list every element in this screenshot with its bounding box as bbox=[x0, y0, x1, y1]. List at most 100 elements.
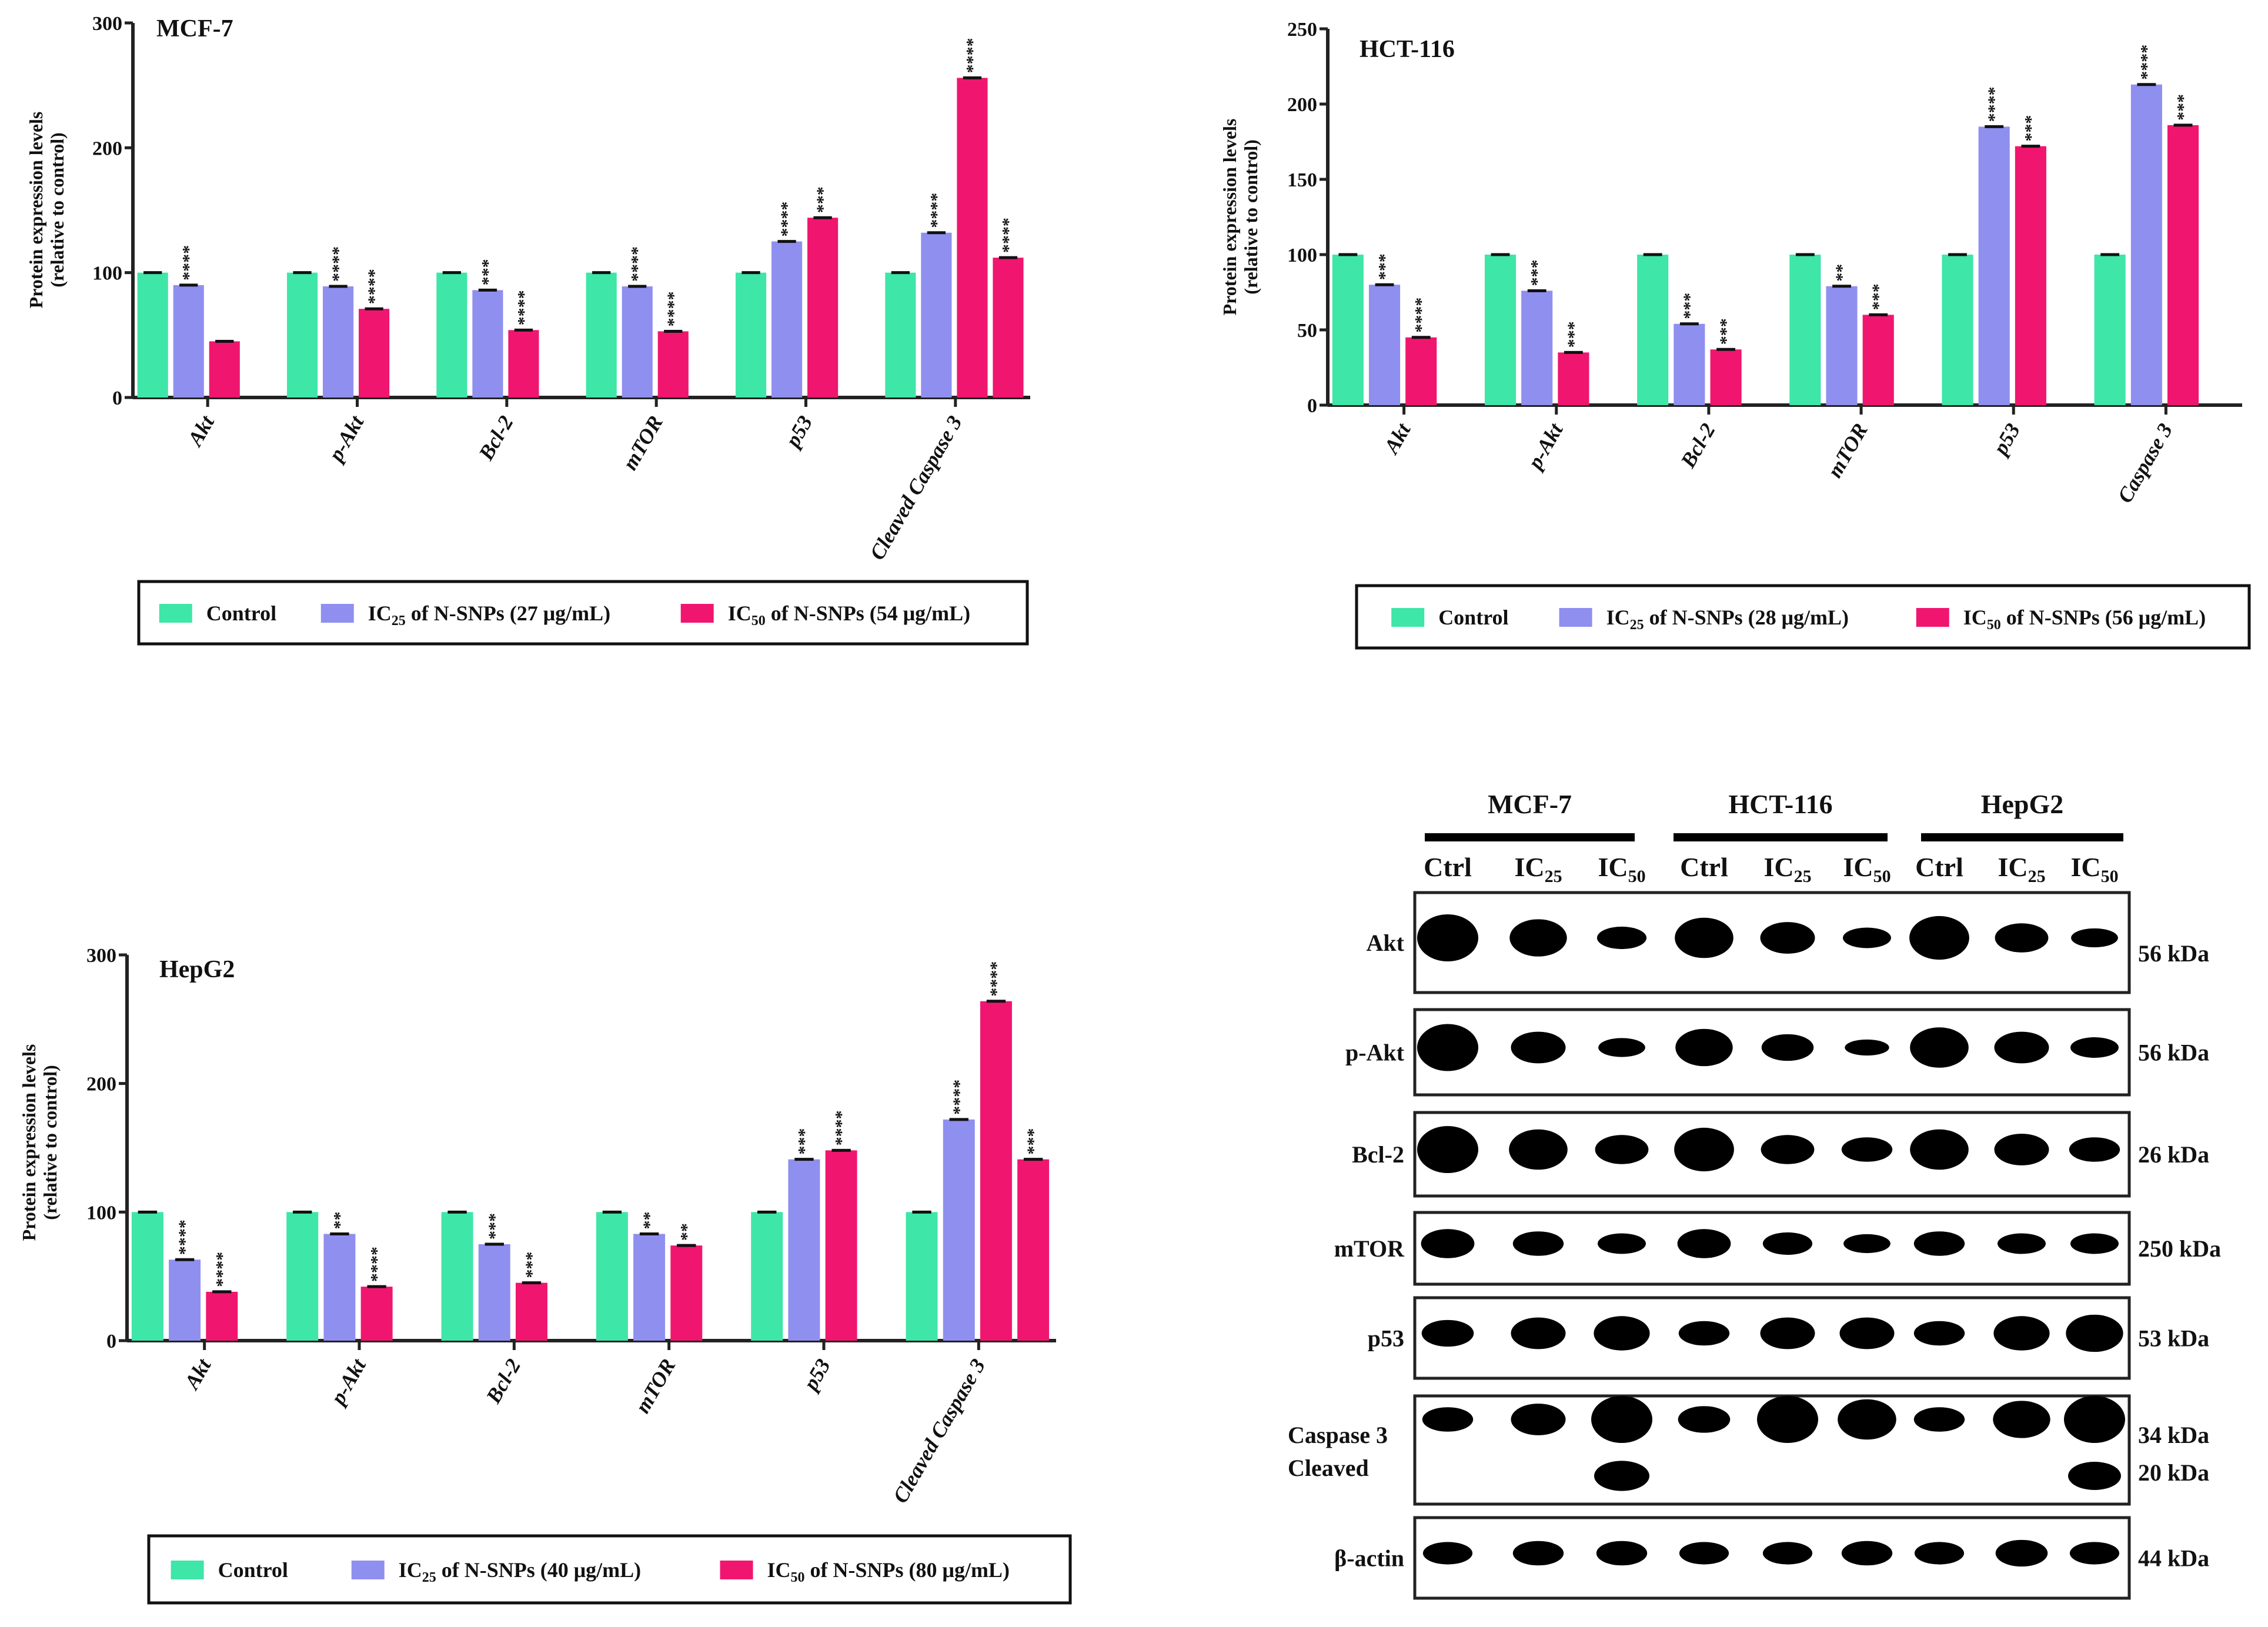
legend-label: Control bbox=[206, 602, 276, 625]
protein-band bbox=[1761, 1135, 1815, 1164]
legend-label-text: of N-SNPs (80 μg/mL) bbox=[805, 1558, 1010, 1582]
protein-band bbox=[1512, 1541, 1564, 1566]
bar-ic25 bbox=[173, 285, 204, 397]
blot-row-label: Akt bbox=[1367, 930, 1405, 956]
lane-label-subscript: 25 bbox=[2028, 867, 2046, 886]
significance-stars: **** bbox=[212, 1252, 232, 1287]
legend-label: IC25 of N-SNPs (40 μg/mL) bbox=[399, 1558, 641, 1585]
legend-label-text: Control bbox=[218, 1558, 288, 1582]
legend-label-subscript: 50 bbox=[791, 1570, 805, 1585]
bar-chart-hepg2: 0 100 200 300 HepG2 Protein expression levels… bbox=[18, 945, 1072, 1605]
protein-band bbox=[1914, 1542, 1965, 1565]
protein-band bbox=[1421, 1319, 1474, 1347]
legend-box bbox=[137, 580, 1029, 646]
blot-row-label: p-Akt bbox=[1345, 1040, 1405, 1066]
blot-panel: p-Akt 56 kDa bbox=[1345, 1008, 2209, 1097]
protein-band bbox=[1598, 1038, 1645, 1057]
legend: Control IC25 of N-SNPs (28 μg/mL) IC50 of … bbox=[1355, 584, 2251, 650]
bar-control bbox=[735, 272, 767, 397]
legend-label-text: IC bbox=[1963, 606, 1987, 629]
legend-swatch-ic25 bbox=[351, 1561, 385, 1579]
chart-title: MCF-7 bbox=[156, 15, 233, 42]
bar-control bbox=[436, 272, 467, 397]
bar-control bbox=[1484, 255, 1517, 405]
y-tick-label: 250 bbox=[1287, 19, 1317, 41]
bar-ic50 bbox=[209, 341, 240, 397]
y-tick-label: 200 bbox=[92, 138, 122, 159]
bar-ic50 bbox=[2015, 146, 2046, 405]
lane-label-subscript: 50 bbox=[2101, 867, 2119, 886]
protein-band bbox=[1512, 1231, 1564, 1256]
significance-stars: **** bbox=[514, 290, 533, 325]
legend-label-text: IC bbox=[767, 1558, 791, 1582]
legend: Control IC25 of N-SNPs (40 μg/mL) IC50 of … bbox=[147, 1534, 1072, 1605]
protein-band bbox=[1913, 1321, 1965, 1346]
x-tick-label: mTOR bbox=[618, 412, 667, 474]
significance-stars: **** bbox=[987, 961, 1006, 997]
blot-row-label-line: p-Akt bbox=[1345, 1040, 1405, 1066]
protein-band bbox=[1995, 1539, 2048, 1567]
bar-control bbox=[2094, 255, 2126, 405]
bar-control bbox=[596, 1212, 628, 1341]
protein-band bbox=[2070, 1037, 2119, 1058]
protein-band bbox=[1422, 1542, 1473, 1565]
legend-swatch-ic50 bbox=[680, 604, 714, 623]
protein-band bbox=[1422, 1407, 1474, 1432]
blot-row-label: p53 bbox=[1368, 1325, 1404, 1352]
x-tick-label: Bcl-2 bbox=[474, 412, 518, 465]
lane-label-text: Ctrl bbox=[1680, 852, 1728, 882]
legend-label-text: of N-SNPs (27 μg/mL) bbox=[406, 602, 610, 625]
significance-stars: *** bbox=[813, 186, 833, 213]
bar-ic50 bbox=[825, 1150, 857, 1341]
blot-panel: mTOR 250 kDa bbox=[1334, 1211, 2221, 1286]
blot-panel: Bcl-2 26 kDa bbox=[1352, 1111, 2209, 1198]
protein-band bbox=[2071, 928, 2118, 948]
x-tick-label: p53 bbox=[1988, 419, 2025, 460]
significance-stars: **** bbox=[777, 202, 797, 237]
molecular-weight-label: 26 kDa bbox=[2138, 1141, 2209, 1168]
significance-stars: *** bbox=[1564, 321, 1584, 348]
protein-band bbox=[1913, 1231, 1965, 1256]
protein-band bbox=[1762, 1232, 1813, 1255]
bar-control bbox=[286, 272, 318, 397]
protein-band bbox=[1675, 917, 1733, 958]
lane-label: Ctrl bbox=[1680, 852, 1728, 882]
protein-band bbox=[1678, 1406, 1731, 1433]
cell-line-header: MCF-7 bbox=[1488, 789, 1572, 819]
y-tick-label: 200 bbox=[86, 1074, 116, 1095]
lane-label-subscript: 25 bbox=[1794, 867, 1812, 886]
bar-ic50 bbox=[206, 1291, 238, 1341]
significance-stars: *** bbox=[485, 1213, 505, 1240]
x-tick-label: p-Akt bbox=[325, 1354, 371, 1409]
protein-band bbox=[1841, 1541, 1893, 1566]
protein-band bbox=[1994, 1031, 2049, 1064]
significance-stars: *** bbox=[2174, 94, 2193, 121]
significance-stars: **** bbox=[950, 1080, 969, 1115]
legend-label-subscript: 50 bbox=[751, 613, 766, 629]
lane-label-text: Ctrl bbox=[1915, 852, 1963, 882]
significance-stars: **** bbox=[179, 245, 199, 280]
molecular-weight-label: 56 kDa bbox=[2138, 940, 2209, 967]
bar-ic25 bbox=[788, 1159, 820, 1341]
legend-label-text: IC bbox=[1606, 606, 1630, 629]
chart-title: HCT-116 bbox=[1360, 36, 1455, 63]
legend-label-text: IC bbox=[728, 602, 751, 625]
bar-control bbox=[1789, 255, 1821, 405]
bar-ic50 bbox=[1862, 315, 1894, 405]
y-axis-label: Protein expression levels(relative to co… bbox=[1219, 119, 1261, 316]
x-tick-label: Bcl-2 bbox=[481, 1355, 525, 1408]
lane-label-text: IC bbox=[1998, 852, 2027, 882]
lane-label-subscript: 25 bbox=[1545, 867, 1562, 886]
bar-ic50 bbox=[360, 1287, 393, 1341]
protein-band bbox=[1417, 1126, 1478, 1173]
y-axis-label-line: (relative to control) bbox=[1240, 139, 1261, 295]
bar-ic25 bbox=[1826, 286, 1858, 405]
significance-stars: **** bbox=[1412, 298, 1431, 333]
protein-band bbox=[1421, 1229, 1475, 1258]
molecular-weight-label: 56 kDa bbox=[2138, 1040, 2209, 1066]
molecular-weight-label: 53 kDa bbox=[2138, 1325, 2209, 1352]
chart-title: HepG2 bbox=[159, 956, 235, 983]
bar-ic50 bbox=[2167, 125, 2199, 405]
significance-stars: ** bbox=[330, 1212, 349, 1230]
